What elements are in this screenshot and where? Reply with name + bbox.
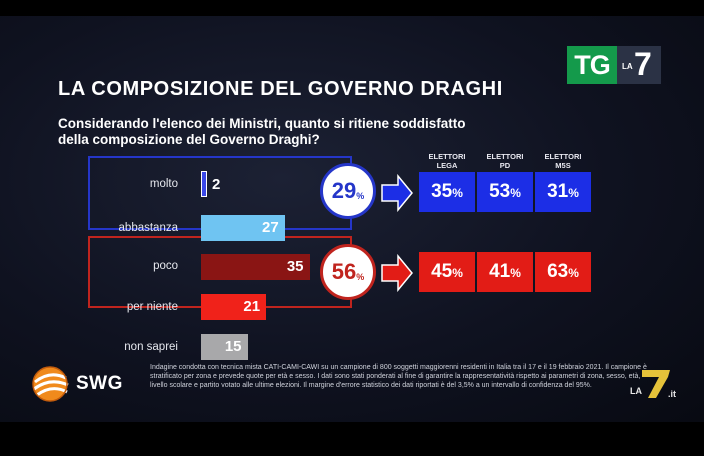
satisfied-lega-cell: 35% — [419, 172, 475, 212]
header-line: PD — [499, 161, 511, 170]
electorate-header-m5s: ELETTORI M5S — [535, 152, 591, 170]
screen: TG LA 7 LA COMPOSIZIONE DEL GOVERNO DRAG… — [0, 16, 704, 422]
unsatisfied-total-circle: 56% — [320, 244, 376, 300]
svg-text:.it: .it — [668, 389, 676, 399]
question-line-1: Considerando l'elenco dei Ministri, quan… — [58, 116, 466, 131]
pct-sign: % — [452, 266, 463, 280]
header-line: LEGA — [436, 161, 458, 170]
bar-per-niente: 21 — [201, 294, 267, 320]
bar-value-label: 27 — [262, 219, 279, 236]
pct-sign: % — [510, 186, 521, 200]
cell-value: 35 — [431, 181, 453, 202]
category-label-abbastanza: abbastanza — [118, 222, 178, 234]
svg-text:LA: LA — [630, 386, 642, 396]
electorate-header-pd: ELETTORI PD — [477, 152, 533, 170]
bar-value-label: 21 — [243, 298, 261, 315]
unsatisfied-pct-sign: % — [356, 271, 365, 282]
bar-poco: 35 — [201, 254, 310, 280]
satisfied-pd-cell: 53% — [477, 172, 533, 212]
cell-value: 31 — [547, 181, 569, 202]
cell-value: 41 — [489, 261, 511, 282]
seven-label: 7 — [634, 46, 652, 82]
pct-sign: % — [452, 186, 463, 200]
swg-brand-label: SWG — [76, 373, 123, 394]
methodology-note: Indagine condotta con tecnica mista CATI… — [150, 364, 647, 389]
la7-watermark-logo: LA .it — [630, 370, 676, 399]
tg-label: TG — [567, 46, 617, 84]
cell-value: 63 — [547, 261, 569, 282]
unsatisfied-lega-cell: 45% — [419, 252, 475, 292]
bar-value-label: 35 — [286, 258, 304, 275]
header-line: ELETTORI — [544, 152, 582, 161]
bar-value-label: 15 — [224, 338, 242, 355]
arrow-right-icon — [381, 254, 413, 292]
satisfied-total-circle: 29% — [320, 163, 376, 219]
header-line: ELETTORI — [486, 152, 524, 161]
electorate-header-lega: ELETTORI LEGA — [419, 152, 475, 170]
category-label-non-saprei: non saprei — [124, 341, 178, 353]
cell-value: 53 — [489, 181, 511, 202]
bar-value-label: 2 — [212, 176, 221, 193]
survey-question: Considerando l'elenco dei Ministri, quan… — [58, 116, 466, 148]
category-label-molto: molto — [149, 178, 178, 190]
arrow-right-icon — [381, 174, 413, 212]
swg-globe-icon — [32, 366, 69, 402]
cell-value: 45 — [431, 261, 453, 282]
tg-la7-logo: TG LA 7 — [567, 46, 661, 84]
bar-non-saprei: 15 — [201, 334, 248, 360]
bar-molto: 2 — [201, 171, 220, 197]
satisfied-pct-sign: % — [356, 190, 365, 201]
pct-sign: % — [568, 266, 579, 280]
header-line: M5S — [555, 161, 571, 170]
la7-badge: LA 7 — [617, 46, 661, 84]
swg-logo: SWG — [30, 364, 150, 404]
chart-title: LA COMPOSIZIONE DEL GOVERNO DRAGHI — [58, 78, 503, 100]
satisfied-total-value: 29 — [331, 178, 357, 203]
unsatisfied-pd-cell: 41% — [477, 252, 533, 292]
unsatisfied-total-value: 56 — [331, 259, 357, 284]
bar-abbastanza: 27 — [201, 215, 285, 241]
satisfied-m5s-cell: 31% — [535, 172, 591, 212]
unsatisfied-m5s-cell: 63% — [535, 252, 591, 292]
la-label: LA — [622, 62, 633, 71]
category-label-poco: poco — [153, 260, 178, 272]
question-line-2: della composizione del Governo Draghi? — [58, 132, 320, 147]
header-line: ELETTORI — [428, 152, 466, 161]
pct-sign: % — [568, 186, 579, 200]
category-label-per-niente: per niente — [126, 301, 178, 313]
pct-sign: % — [510, 266, 521, 280]
